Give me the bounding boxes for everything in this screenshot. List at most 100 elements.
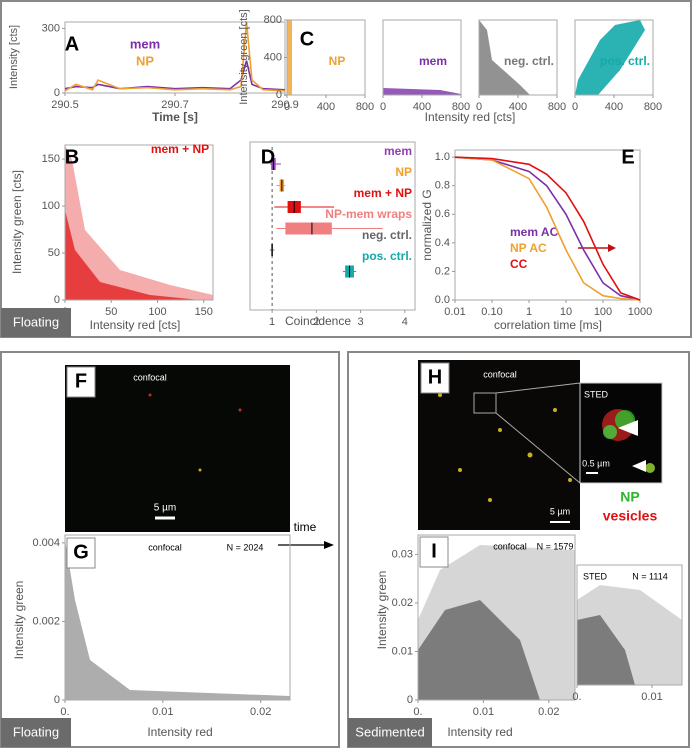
plot-area [454,149,641,301]
panel-letter: A [65,33,79,55]
plot-area [286,19,366,96]
line [454,156,641,301]
y-tick-label: 0 [407,694,413,706]
y-tick-label: 0.02 [392,597,413,609]
x-axis-title: Intensity red [147,725,212,739]
x-tick-label: 0. [413,706,422,718]
y-tick-label: 150 [42,153,60,165]
x-axis-title: Coincidence [285,314,351,328]
legend-label: CC [510,257,528,271]
caption: confocal [148,542,182,552]
legend-label: pos. ctrl. [362,249,412,263]
x-tick-label: 400 [509,101,527,113]
x-tick-label: 0 [476,101,482,113]
x-tick-label: 800 [356,101,374,113]
x-tick-label: 3 [358,316,364,328]
x-tick-label: 1 [526,306,532,318]
panel-letter: G [73,541,89,563]
x-tick-label: 400 [317,101,335,113]
caption: confocal [493,541,527,551]
y-axis-title: normalized G [420,189,434,260]
legend-label: NP [620,489,639,505]
panel-letter: B [65,146,79,168]
y-tick-label: 0 [54,294,60,306]
x-tick-label: 0. [60,706,69,718]
x-tick-label: 0 [380,101,386,113]
count: N = 1579 [537,541,574,551]
y-tick-label: 0.002 [32,615,60,627]
y-tick-label: 0.2 [435,265,450,277]
panel-letter: F [75,370,87,392]
plot-label: pos. ctrl. [600,54,650,68]
legend-label: mem + NP [354,186,412,200]
legend-label: neg. ctrl. [362,228,412,242]
inset-bg [576,564,683,686]
cloud [383,88,461,95]
tag [1,718,71,747]
x-tick-label: 400 [605,101,623,113]
x-tick-label: 290.5 [51,99,79,111]
x-tick-label: 50 [105,306,117,318]
x-tick-label: 0.01 [473,706,494,718]
x-tick-label: 400 [413,101,431,113]
scale-label: 5 µm [550,506,570,516]
x-tick-label: 0.01 [641,691,662,703]
frame [0,0,692,338]
zoom-box [473,392,497,414]
zoom-line [495,382,581,394]
x-tick-label: 290.7 [161,99,189,111]
tag [348,718,432,747]
y-axis-title: Intensity green [375,571,389,650]
x-tick-label: 1 [269,316,275,328]
cloud [577,615,635,685]
caption: confocal [133,372,167,382]
panel-letter: I [431,540,437,562]
scale-label: 0.5 µm [582,458,610,468]
cloud [575,20,645,95]
tag-text: Floating [13,724,59,739]
plot-title: mem + NP [151,142,209,156]
y-tick-label: 0.8 [435,180,450,192]
x-tick-label: 800 [548,101,566,113]
shift-arrowhead [608,244,616,252]
legend-label: NP [136,53,154,68]
cloud [65,145,213,300]
frame [347,351,690,748]
tag-text: Sedimented [355,724,424,739]
panel-letter: E [621,146,634,168]
x-tick-label: 0 [572,101,578,113]
y-tick-label: 0.004 [32,537,60,549]
cloud [479,20,530,95]
line [454,156,641,301]
x-tick-label: 100 [148,306,166,318]
x-tick-label: 100 [594,306,612,318]
spots [148,393,572,502]
plot-label: mem [419,54,447,68]
legend-label: mem AC [510,225,559,239]
legend-label: vesicles [603,508,658,524]
caption: STED [583,571,608,581]
x-tick-label: 0.02 [538,706,559,718]
y-tick-label: 1.0 [435,151,450,163]
time-arrowhead [324,541,334,549]
line [64,21,286,92]
x-tick-label: 150 [195,306,213,318]
cloud [65,210,200,300]
x-tick-label: 290.9 [271,99,299,111]
x-axis-title: Intensity red [cts] [425,110,516,124]
arrow-label: time [294,520,317,534]
panel-letter: H [428,366,442,388]
x-axis-title: correlation time [ms] [494,318,602,332]
y-tick-label: 0 [276,89,282,101]
x-tick-label: 1000 [628,306,652,318]
plot-area [64,144,214,301]
x-tick-label: 0. [572,691,581,703]
x-axis-title: Time [s] [152,110,198,124]
panel-letter: C [300,28,314,50]
legend-label: mem [130,36,160,51]
x-tick-label: 800 [644,101,662,113]
x-tick-label: 4 [402,316,408,328]
label-box [420,362,450,394]
y-tick-label: 50 [48,247,60,259]
